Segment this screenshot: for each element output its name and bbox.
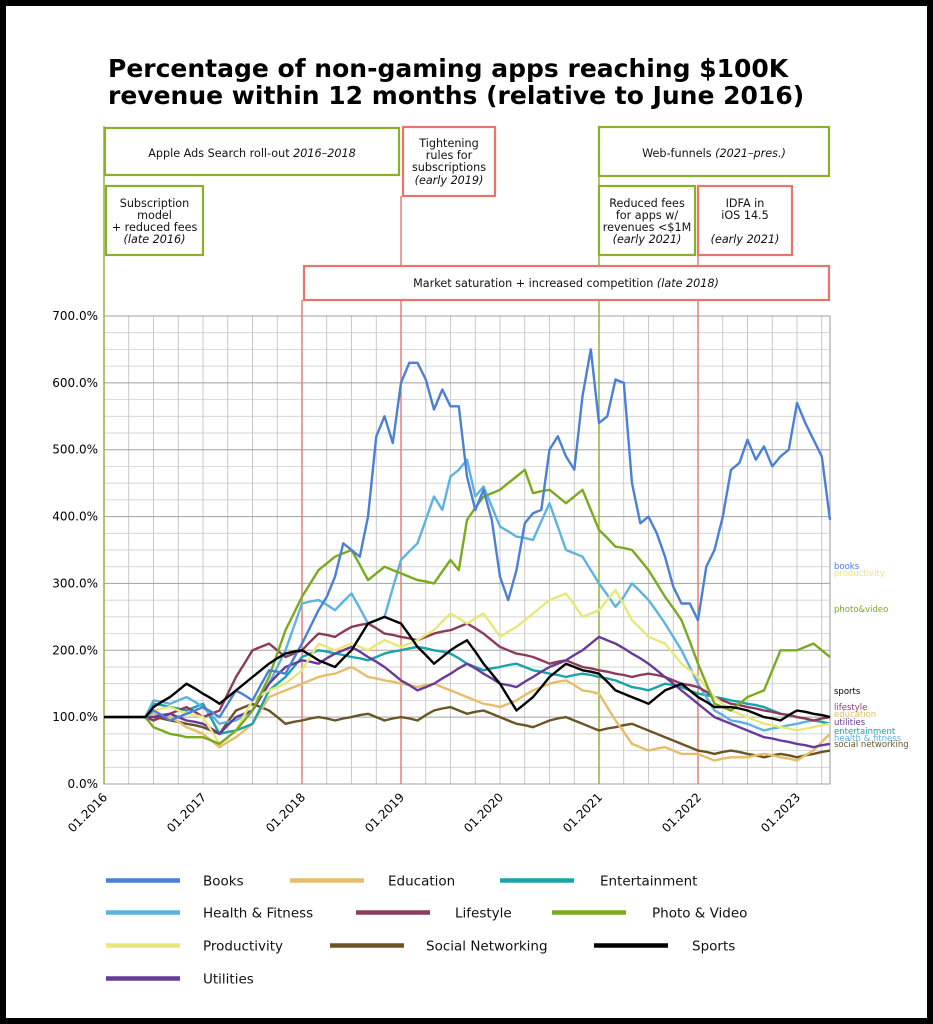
chart-frame: Percentage of non-gaming apps reaching $…	[6, 6, 927, 1018]
event-text: subscriptions	[412, 161, 486, 174]
event-text: Market saturation + increased competitio…	[413, 277, 719, 290]
legend-label: Health & Fitness	[203, 906, 313, 922]
event-text: (early 2021)	[613, 233, 682, 246]
series-end-label: education	[834, 710, 876, 720]
y-tick-label: 200.0%	[52, 643, 98, 657]
event-box: Market saturation + increased competitio…	[302, 264, 831, 302]
series-line-social-networking	[104, 702, 831, 759]
x-tick-label: 01.2020	[461, 790, 506, 835]
legend-label: Productivity	[203, 939, 283, 955]
legend-label: Lifestyle	[455, 906, 512, 922]
event-text: Web-funnels (2021–pres.)	[642, 147, 786, 160]
x-axis: 01.2016 01.2017 01.2018 01.2019 01.2020 01.20…	[65, 790, 803, 835]
line-chart: Apple Ads Search roll-out 2016–2018 Subsc…	[52, 125, 909, 988]
event-text: Reduced fees	[609, 197, 685, 210]
legend-item: Utilities	[106, 972, 254, 988]
event-box: Apple Ads Search roll-out 2016–2018	[103, 126, 401, 177]
series-end-label: utilities	[834, 718, 866, 728]
event-box: Web-funnels (2021–pres.)	[597, 125, 831, 178]
event-text: revenues <$1M	[603, 221, 691, 234]
y-tick-label: 700.0%	[52, 309, 98, 323]
event-text: for apps w/	[616, 209, 679, 222]
legend-item: Lifestyle	[356, 906, 512, 922]
event-text: IDFA in	[726, 197, 765, 210]
legend-item: Education	[290, 874, 455, 890]
y-tick-label: 300.0%	[52, 576, 98, 590]
chart-title: Percentage of non-gaming apps reaching $…	[108, 54, 805, 110]
series-end-label: entertainment	[834, 727, 896, 737]
legend-label: Social Networking	[426, 939, 548, 955]
y-tick-label: 600.0%	[52, 376, 98, 390]
event-text: (early 2019)	[415, 174, 484, 187]
event-text: + reduced fees	[112, 221, 198, 234]
event-text: (early 2021)	[711, 233, 780, 246]
event-text: iOS 14.5	[721, 209, 768, 222]
legend-item: Productivity	[106, 939, 283, 955]
event-text: Apple Ads Search roll-out 2016–2018	[148, 147, 355, 160]
series-line-books	[104, 348, 832, 722]
event-text: Tightening	[418, 137, 478, 150]
legend: Books Education Entertainment Health & Fitn…	[106, 874, 747, 988]
event-annotations: Apple Ads Search roll-out 2016–2018 Subsc…	[103, 125, 831, 784]
legend-item: Health & Fitness	[106, 906, 313, 922]
x-tick-label: 01.2016	[65, 790, 110, 835]
y-tick-label: 500.0%	[52, 443, 98, 457]
series-end-label: productivity	[834, 569, 885, 579]
x-tick-label: 01.2017	[164, 790, 209, 835]
event-text: model	[137, 209, 172, 222]
legend-label: Utilities	[203, 972, 254, 988]
event-text: Subscription	[120, 197, 190, 210]
legend-item: Books	[106, 874, 244, 890]
legend-item: Photo & Video	[552, 906, 747, 922]
legend-label: Education	[388, 874, 455, 890]
series-lines	[104, 348, 832, 762]
series-end-label: books	[834, 562, 860, 572]
series-end-label: lifestyle	[834, 703, 867, 713]
x-tick-label: 01.2018	[263, 790, 308, 835]
legend-item: Sports	[594, 939, 735, 955]
x-tick-label: 01.2022	[659, 790, 704, 835]
x-tick-label: 01.2021	[560, 790, 605, 835]
series-end-label: social networking	[834, 740, 909, 750]
legend-item: Entertainment	[500, 874, 697, 890]
y-axis: 0.0% 100.0% 200.0% 300.0% 400.0% 500.0% 600.0%…	[52, 309, 98, 791]
series-end-label: photo&video	[834, 605, 888, 615]
y-tick-label: 400.0%	[52, 510, 98, 524]
legend-label: Books	[203, 874, 244, 890]
legend-label: Entertainment	[600, 874, 697, 890]
y-tick-label: 0.0%	[68, 777, 99, 791]
series-line-sports	[104, 615, 831, 722]
legend-label: Photo & Video	[652, 906, 747, 922]
series-line-photo-video	[104, 468, 831, 746]
legend-label: Sports	[692, 939, 735, 955]
series-end-label: health & fitness	[834, 734, 902, 744]
legend-item: Social Networking	[330, 939, 548, 955]
y-tick-label: 100.0%	[52, 710, 98, 724]
event-text: rules for	[426, 149, 473, 162]
x-tick-label: 01.2023	[758, 790, 803, 835]
event-text: (late 2016)	[124, 233, 186, 246]
series-end-label: sports	[834, 687, 861, 697]
x-tick-label: 01.2019	[362, 790, 407, 835]
